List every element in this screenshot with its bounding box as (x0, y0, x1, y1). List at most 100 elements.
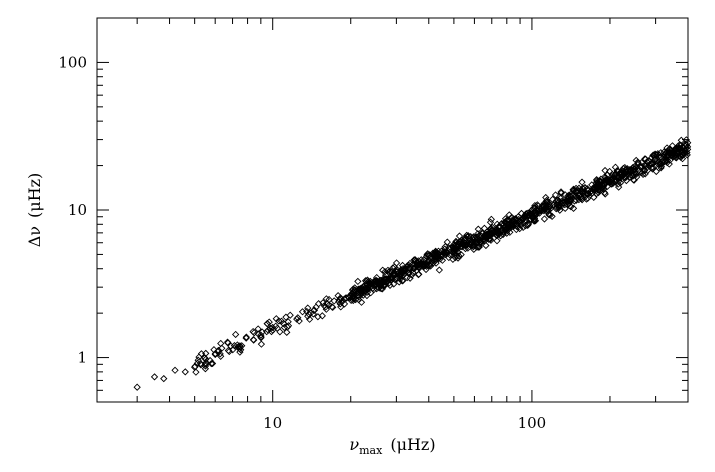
data-point (440, 249, 448, 257)
data-point (254, 325, 262, 333)
data-point (367, 280, 375, 288)
data-point (593, 185, 601, 193)
data-point (493, 231, 501, 239)
data-point (487, 215, 495, 223)
data-point (669, 153, 678, 161)
data-point (276, 328, 284, 336)
data-point (192, 368, 200, 376)
data-point (572, 188, 580, 196)
data-point (658, 158, 666, 166)
data-point (464, 232, 472, 240)
data-point (578, 196, 586, 204)
data-point (630, 163, 638, 171)
data-point (237, 346, 245, 354)
data-point (529, 204, 538, 212)
data-point (598, 183, 606, 191)
data-point (455, 252, 463, 260)
data-point (474, 225, 482, 233)
data-point (319, 299, 327, 307)
data-point (425, 260, 433, 269)
data-point (512, 225, 520, 234)
data-point (672, 153, 680, 162)
data-point (521, 212, 529, 220)
x-tick-label: 10 (263, 414, 282, 432)
data-point (654, 150, 662, 158)
data-point (663, 151, 671, 159)
data-point (496, 232, 505, 240)
data-point (392, 259, 401, 267)
data-point (572, 184, 580, 193)
data-point (607, 176, 616, 184)
data-point (631, 165, 639, 173)
data-point (390, 280, 398, 288)
data-point (597, 175, 605, 183)
data-point (482, 241, 490, 250)
data-point (524, 221, 532, 229)
data-point (564, 192, 572, 200)
data-point (572, 196, 581, 204)
data-point (380, 274, 388, 283)
data-point (578, 178, 586, 186)
data-point (646, 160, 654, 169)
data-point (133, 383, 141, 391)
data-point (325, 301, 333, 309)
data-point (229, 346, 237, 354)
data-point (425, 251, 434, 259)
data-point (486, 218, 495, 226)
data-point (633, 173, 641, 181)
data-point (314, 300, 323, 308)
data-point (357, 298, 366, 306)
data-point (595, 177, 603, 185)
data-point (446, 251, 454, 259)
data-point (673, 149, 681, 157)
data-point (611, 163, 620, 171)
data-point (393, 265, 401, 273)
data-point (472, 233, 481, 241)
data-point (304, 304, 312, 312)
data-point (574, 187, 582, 195)
data-point (472, 243, 481, 251)
data-point (535, 207, 543, 216)
data-point (460, 240, 468, 249)
data-point (257, 340, 266, 348)
data-point (286, 311, 294, 319)
data-point (681, 146, 689, 154)
data-point (520, 215, 528, 223)
data-point (375, 277, 383, 285)
data-point (478, 229, 486, 237)
data-point (557, 189, 565, 197)
data-point (336, 294, 345, 302)
y-tick-label: 100 (58, 53, 87, 71)
data-point (678, 151, 687, 159)
data-point (284, 318, 292, 326)
data-point (264, 326, 272, 334)
data-point (675, 141, 684, 149)
y-tick-labels: 1 10 100 (58, 53, 87, 366)
data-point (539, 202, 548, 210)
data-point (195, 353, 203, 361)
data-point (468, 234, 477, 242)
data-point (613, 176, 621, 185)
data-point (509, 218, 518, 226)
data-point (236, 348, 244, 356)
data-point (579, 185, 587, 193)
data-point (401, 264, 409, 272)
data-point (592, 183, 601, 191)
data-point (284, 322, 293, 330)
data-point (660, 153, 668, 161)
data-point (242, 334, 250, 342)
data-point (639, 170, 647, 179)
data-point (408, 271, 416, 279)
data-point (347, 296, 355, 304)
data-point (363, 291, 371, 300)
x-axis-symbol: ν (349, 435, 359, 454)
data-point (570, 197, 579, 205)
data-point (609, 179, 617, 187)
data-point (322, 295, 331, 303)
data-point (601, 166, 609, 175)
data-point (181, 368, 189, 376)
data-point (465, 240, 474, 249)
data-point (202, 355, 210, 364)
ticks-layer (97, 17, 689, 403)
data-point (557, 194, 565, 202)
